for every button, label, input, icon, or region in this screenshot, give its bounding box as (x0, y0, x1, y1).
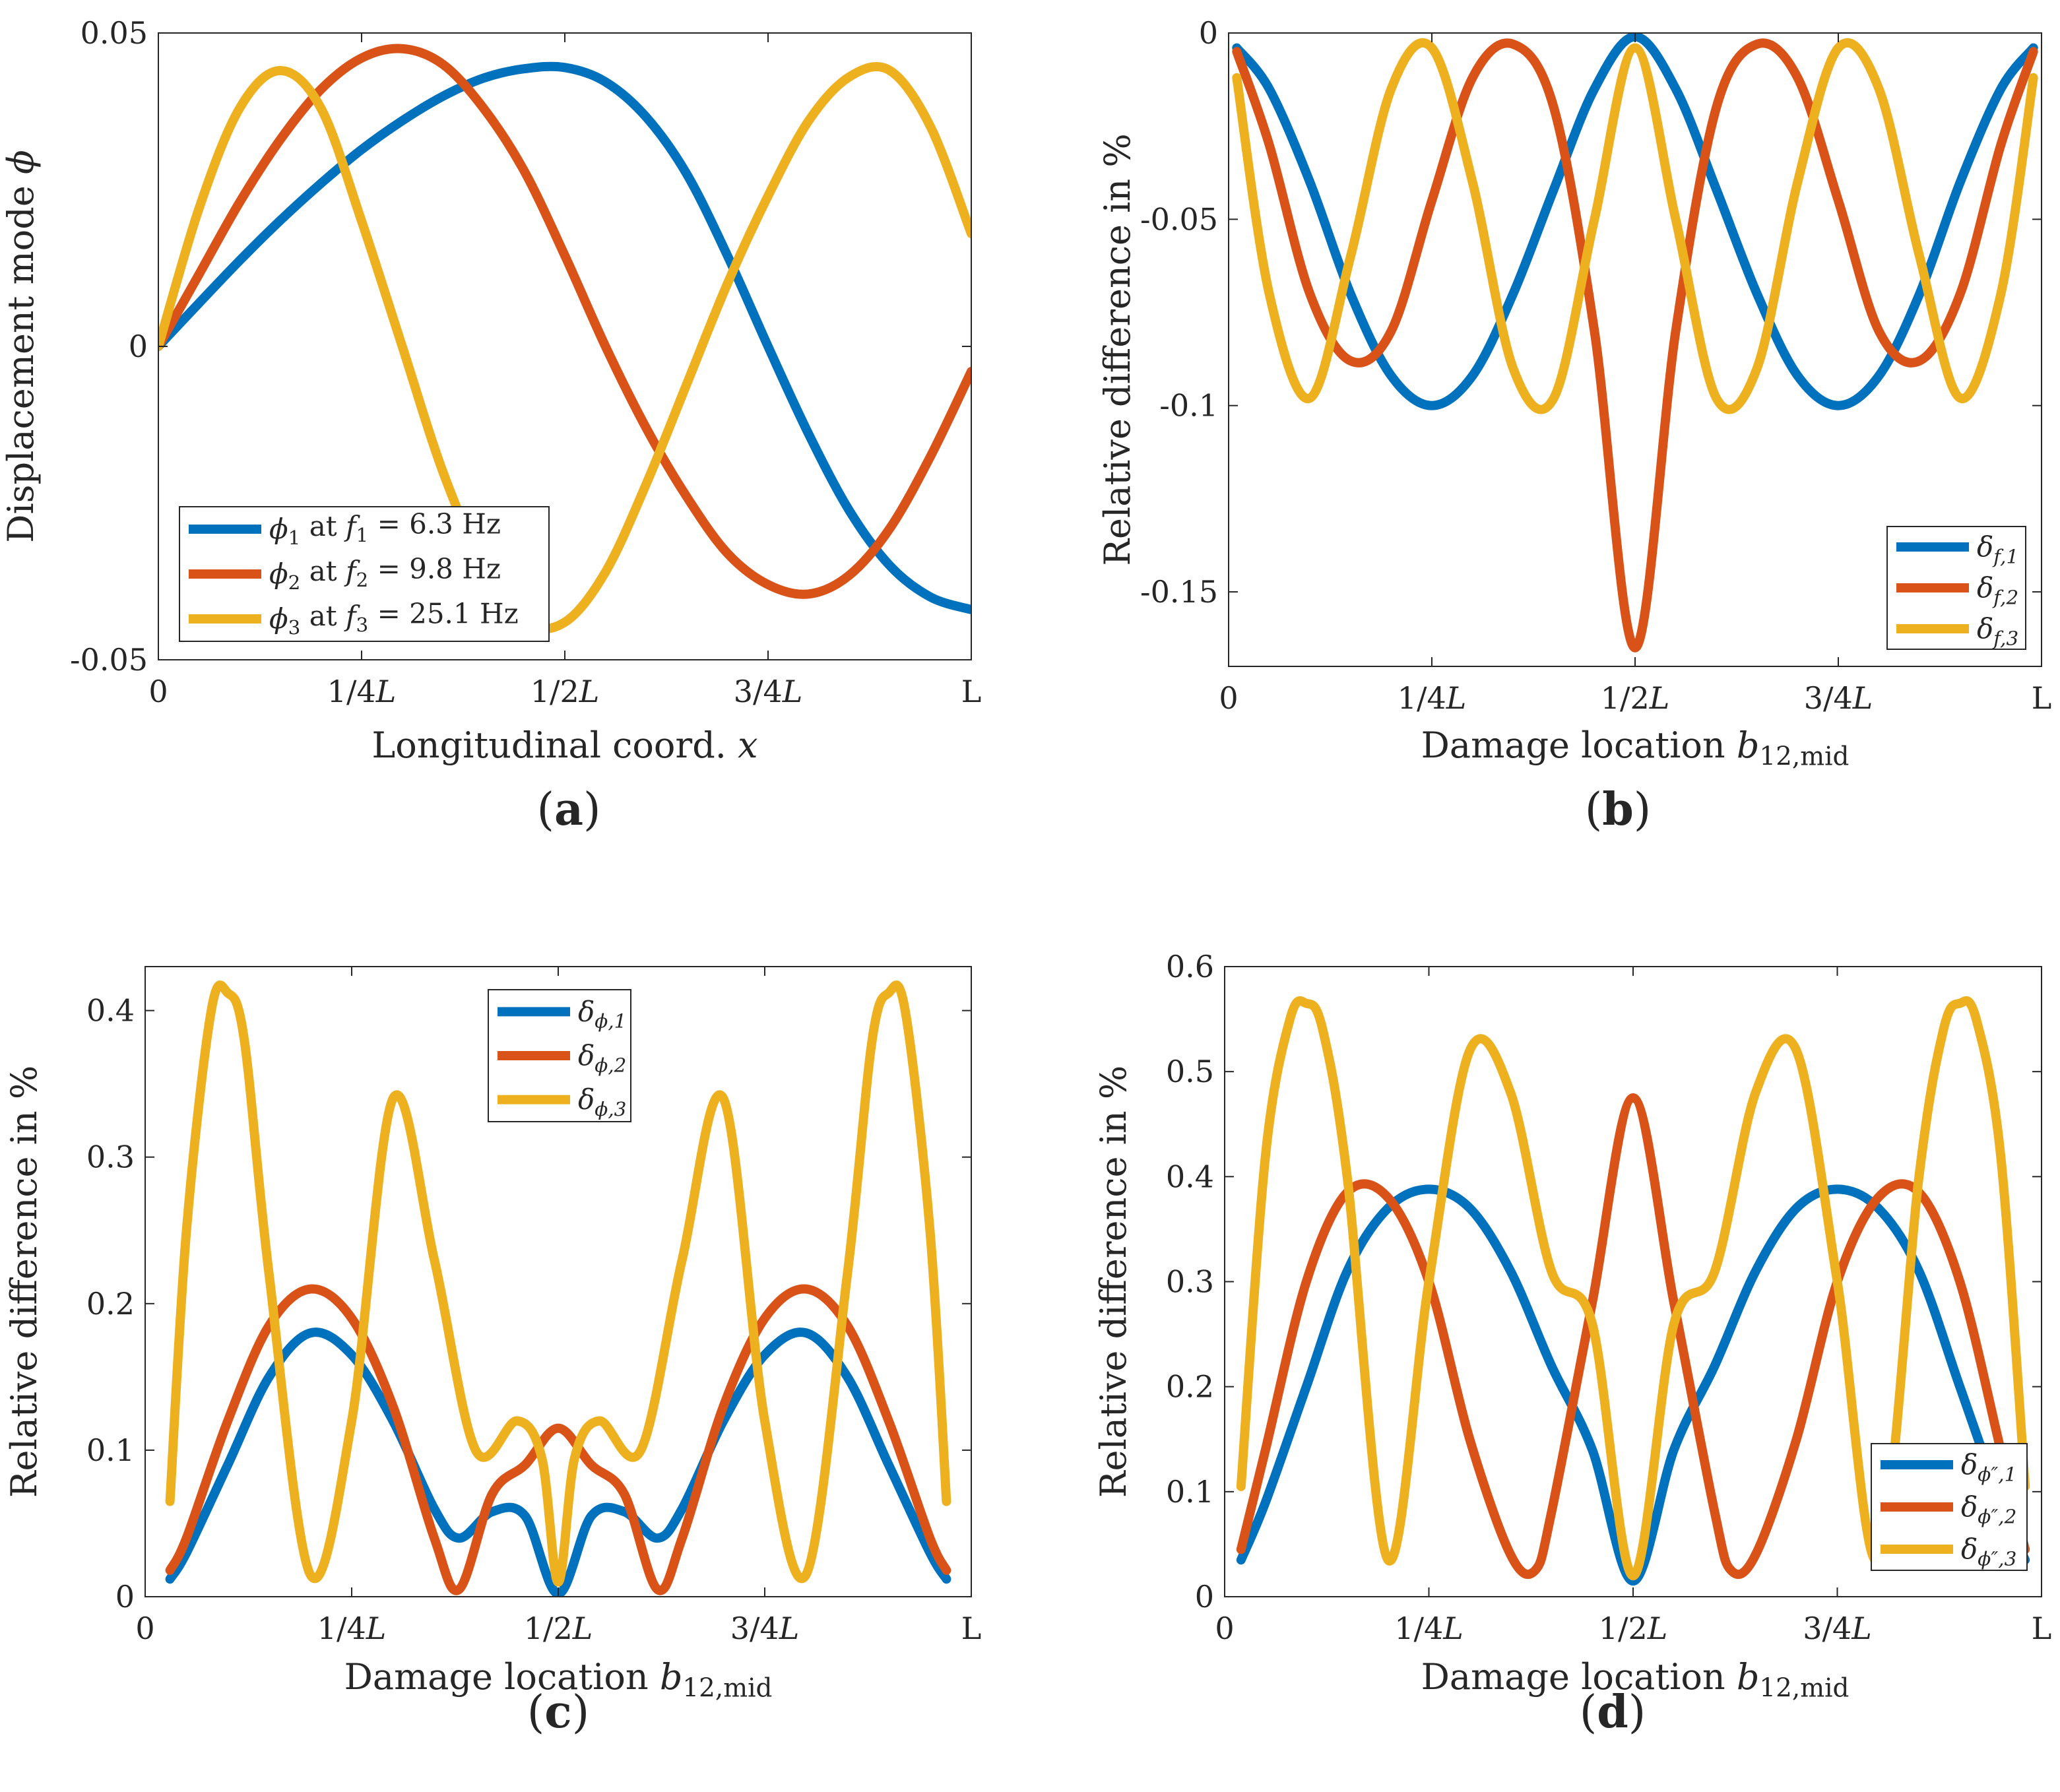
y-tick-label: 0.4 (86, 993, 135, 1029)
x-axis-label: Damage location b12,mid (1421, 1656, 1850, 1704)
x-tick-label: 1/2L (1601, 680, 1670, 716)
legend-entry-label: δϕ″,3 (1961, 1533, 2016, 1570)
legend-entry-label: δf,2 (1977, 571, 2018, 608)
series-line-3 (158, 62, 971, 634)
legend-entry-label: ϕ1 at f1 = 6.3 Hz (269, 507, 501, 548)
panel-label: (a) (536, 783, 600, 836)
panel-label: (b) (1585, 783, 1652, 836)
x-tick-label: 1/4L (1394, 1611, 1464, 1646)
x-tick-label: 1/4L (1398, 680, 1467, 716)
x-axis-label: Longitudinal coord. x (371, 724, 757, 766)
y-axis-label: Relative difference in % (1093, 1066, 1134, 1498)
panel-label: (c) (527, 1686, 589, 1739)
legend-entry-label: δϕ,2 (578, 1039, 626, 1076)
series-line-3 (1232, 38, 2038, 414)
x-tick-label: 1/2L (1599, 1611, 1668, 1646)
legend: δϕ″,1 δϕ″,2 δϕ″,3 (1871, 1443, 2028, 1571)
series-line-2 (1232, 38, 2038, 653)
series-line-1 (158, 61, 971, 614)
y-tick-label: 0.5 (1166, 1054, 1214, 1089)
x-tick-label: L (961, 1611, 982, 1646)
x-tick-label: L (2032, 1611, 2052, 1646)
x-tick-label: 1/2L (524, 1611, 593, 1646)
y-axis-label: Relative difference in % (3, 1066, 45, 1498)
y-tick-label: 0.4 (1166, 1159, 1214, 1194)
x-tick-label: 3/4L (1803, 1611, 1872, 1646)
legend: δf,1 δf,2 δf,3 (1886, 526, 2026, 650)
y-tick-label: 0 (129, 329, 148, 364)
series-line-3 (1236, 996, 2030, 1581)
legend-entry-label: ϕ2 at f2 = 9.8 Hz (269, 552, 501, 593)
x-axis-label: Damage location b12,mid (344, 1656, 773, 1704)
y-tick-label: -0.05 (1140, 201, 1218, 237)
y-tick-label: 0.2 (1166, 1369, 1214, 1405)
y-tick-label: 0 (1199, 15, 1218, 51)
legend-entry-label: δf,1 (1977, 530, 2018, 567)
y-tick-label: -0.05 (70, 642, 148, 678)
x-tick-label: 3/4L (730, 1611, 800, 1646)
y-tick-label: 0.1 (1166, 1474, 1214, 1510)
x-axis-label: Damage location b12,mid (1421, 724, 1850, 772)
x-tick-label: 0 (148, 674, 168, 709)
legend-entry-label: δϕ,3 (578, 1083, 626, 1120)
legend-entry-label: δϕ″,2 (1961, 1490, 2016, 1527)
x-tick-label: L (2032, 680, 2052, 716)
x-tick-label: 0 (1219, 680, 1238, 716)
y-axis-label: Displacement mode ϕ (0, 150, 42, 543)
x-tick-label: L (961, 674, 982, 709)
x-tick-label: 1/2L (531, 674, 600, 709)
panel-b: 0 1/4L 1/2L 3/4L L -0.15 -0.1 -0.05 0 Damage loca… (1097, 15, 2051, 836)
y-tick-label: -0.15 (1140, 574, 1218, 610)
legend-entry-label: ϕ3 at f3 = 25.1 Hz (269, 597, 519, 638)
series-line-2 (165, 1284, 951, 1595)
panel-d: 0 1/4L 1/2L 3/4L L 0 0.1 0.2 0.3 0.4 0.5 0.6 Damage … (1093, 949, 2051, 1739)
series-line-3 (165, 980, 951, 1587)
y-tick-label: 0.3 (86, 1139, 135, 1175)
legend: δϕ,1 δϕ,2 δϕ,3 (488, 989, 631, 1122)
x-tick-label: 1/4L (327, 674, 397, 709)
x-tick-label: 1/4L (317, 1611, 387, 1646)
panel-c: 0 1/4L 1/2L 3/4L L 0 0.1 0.2 0.3 0.4 Damage locati… (3, 966, 982, 1739)
series-line-2 (1236, 1093, 2030, 1580)
y-tick-label: 0.05 (80, 15, 148, 51)
x-tick-label: 0 (135, 1611, 154, 1646)
x-tick-label: 0 (1215, 1611, 1234, 1646)
y-tick-label: 0.3 (1166, 1264, 1214, 1300)
x-tick-label: 3/4L (734, 674, 803, 709)
legend-entry-label: δf,3 (1977, 612, 2018, 649)
legend-entry-label: δϕ,1 (578, 995, 626, 1032)
legend-entry-label: δϕ″,1 (1961, 1448, 2016, 1485)
y-axis-label: Relative difference in % (1097, 133, 1138, 565)
x-tick-label: 3/4L (1804, 680, 1873, 716)
y-tick-label: -0.1 (1159, 388, 1218, 424)
y-tick-label: 0.6 (1166, 949, 1214, 984)
y-tick-label: 0 (115, 1579, 135, 1615)
y-tick-label: 0.2 (86, 1286, 135, 1322)
y-tick-label: 0.1 (86, 1432, 135, 1468)
y-tick-label: 0 (1195, 1579, 1214, 1615)
series-line-2 (158, 44, 971, 599)
panel-label: (d) (1580, 1686, 1646, 1739)
